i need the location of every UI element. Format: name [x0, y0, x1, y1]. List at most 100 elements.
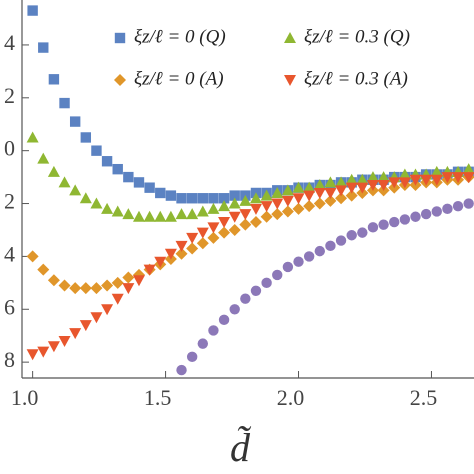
point — [356, 182, 369, 194]
point — [175, 240, 188, 252]
point — [271, 186, 284, 198]
point — [430, 174, 443, 186]
point — [462, 163, 474, 175]
point — [186, 242, 199, 255]
point — [101, 279, 114, 292]
point — [452, 172, 465, 184]
x-tick-label: 1.0 — [11, 385, 39, 410]
point — [345, 189, 358, 202]
point — [229, 190, 240, 201]
point — [399, 214, 411, 225]
point — [345, 173, 358, 185]
point — [132, 275, 145, 287]
point — [196, 227, 209, 239]
point — [69, 116, 81, 127]
point — [249, 203, 262, 215]
point — [154, 256, 167, 268]
point — [303, 200, 316, 213]
point — [367, 222, 379, 233]
point — [260, 189, 273, 201]
point — [398, 168, 411, 180]
point — [313, 179, 326, 191]
point — [47, 274, 60, 287]
legend-label: ξz/ℓ = 0.3 (A) — [304, 68, 408, 89]
point — [410, 211, 421, 222]
point — [47, 341, 60, 353]
point — [409, 174, 422, 186]
point — [293, 256, 304, 267]
point — [389, 216, 400, 228]
point — [228, 223, 241, 236]
point — [313, 187, 326, 199]
point — [176, 193, 187, 204]
point — [164, 210, 177, 222]
point — [366, 180, 379, 192]
point — [69, 282, 82, 295]
point — [208, 193, 219, 204]
point — [90, 312, 103, 324]
point — [452, 200, 464, 212]
point — [218, 200, 231, 212]
point — [101, 304, 114, 316]
point — [271, 208, 284, 221]
point — [155, 187, 166, 199]
point — [80, 132, 92, 143]
point — [175, 247, 188, 260]
point — [324, 176, 337, 188]
point — [111, 293, 124, 305]
point — [143, 210, 156, 222]
point — [218, 226, 231, 239]
point — [378, 219, 389, 230]
point — [58, 279, 71, 292]
point — [303, 251, 315, 262]
x-tick-label: 2.5 — [410, 385, 438, 410]
point — [281, 184, 294, 196]
point — [90, 197, 103, 209]
point — [345, 182, 358, 194]
point — [239, 194, 252, 206]
point — [143, 264, 156, 276]
point — [346, 230, 357, 241]
point — [377, 180, 390, 192]
point — [229, 304, 240, 315]
point — [186, 193, 198, 204]
point — [59, 97, 70, 109]
y-tick-label: 8 — [4, 347, 15, 372]
point — [69, 184, 82, 196]
y-tick-label: 4 — [4, 30, 15, 55]
point — [377, 171, 390, 183]
point — [186, 351, 198, 363]
point — [281, 195, 294, 207]
point — [123, 171, 134, 183]
point — [144, 182, 155, 193]
point — [335, 176, 348, 188]
point — [441, 172, 454, 184]
point — [240, 293, 251, 304]
point — [261, 277, 272, 289]
point — [122, 208, 135, 220]
point — [281, 205, 294, 218]
point — [207, 222, 220, 234]
point — [101, 156, 113, 167]
point — [292, 193, 305, 205]
point — [37, 152, 50, 164]
point — [47, 165, 60, 177]
point — [335, 185, 348, 197]
point — [112, 163, 123, 175]
point — [26, 131, 39, 143]
x-tick-label: 2.0 — [277, 385, 305, 410]
point — [133, 177, 145, 188]
legend-marker — [114, 32, 126, 44]
legend-marker — [284, 75, 296, 86]
x-axis-label: d̃ — [230, 425, 251, 470]
point — [420, 174, 433, 186]
point — [239, 209, 252, 221]
legend-label: ξz/ℓ = 0 (A) — [134, 68, 224, 89]
y-tick-label: 2 — [4, 189, 15, 214]
point — [218, 217, 231, 229]
y-tick-label: 4 — [4, 241, 15, 266]
point — [228, 197, 241, 209]
point — [271, 198, 284, 210]
point — [38, 42, 49, 53]
point — [218, 193, 230, 204]
